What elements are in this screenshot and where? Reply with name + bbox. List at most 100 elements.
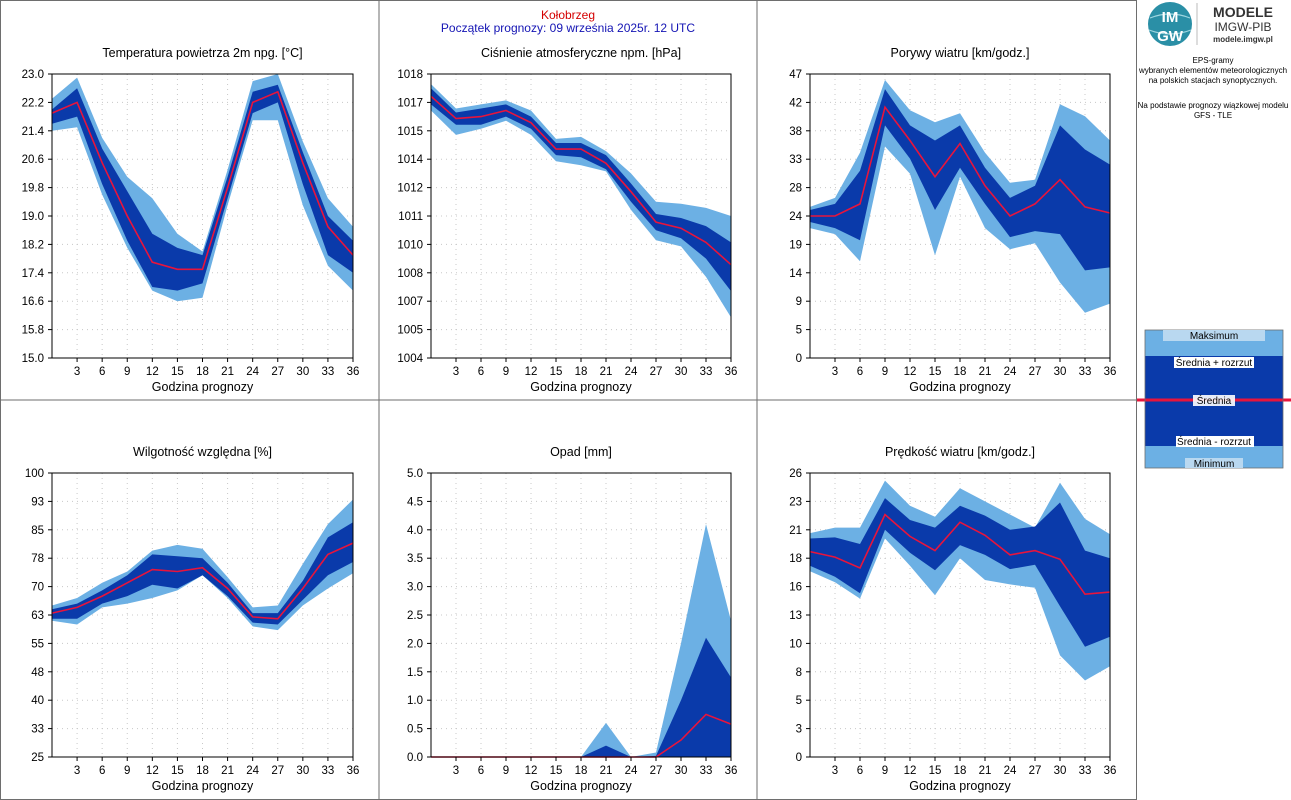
x-tick-label: 12 xyxy=(904,366,917,378)
x-tick-label: 9 xyxy=(882,765,888,777)
y-tick-label: 3.0 xyxy=(407,582,423,594)
chart-title: Ciśnienie atmosferyczne npm. [hPa] xyxy=(481,46,681,60)
x-tick-label: 6 xyxy=(857,765,863,777)
y-tick-label: 4.5 xyxy=(407,496,423,508)
x-tick-label: 33 xyxy=(322,765,335,777)
y-tick-label: 24 xyxy=(789,211,802,223)
y-tick-label: 93 xyxy=(31,496,44,508)
y-tick-label: 42 xyxy=(789,97,802,109)
x-tick-label: 15 xyxy=(929,765,942,777)
y-tick-label: 18.2 xyxy=(22,239,44,251)
y-tick-label: 0.5 xyxy=(407,724,423,736)
charts: Temperatura powietrza 2m npg. [°C]15.015… xyxy=(22,46,1117,793)
legend-mean-label: Średnia xyxy=(1197,394,1232,407)
x-tick-label: 18 xyxy=(954,765,967,777)
y-tick-label: 5 xyxy=(796,325,802,337)
series-mean-line xyxy=(430,95,732,266)
x-tick-label: 24 xyxy=(625,366,638,378)
logo-globe-icon xyxy=(1148,2,1192,46)
x-axis: 3 6 9 12 15 18 21 24 27 30 33 36 xyxy=(74,757,360,777)
x-tick-label: 27 xyxy=(1029,366,1042,378)
y-tick-label: 1007 xyxy=(397,296,423,308)
x-axis-label: Godzina prognozy xyxy=(152,779,254,793)
legend-max-label: Maksimum xyxy=(1190,331,1238,342)
panel-frame xyxy=(0,0,1137,800)
legend: Maksimum Średnia + rozrzut Średnia Średn… xyxy=(1137,329,1291,470)
x-axis-label: Godzina prognozy xyxy=(530,779,632,793)
y-tick-label: 1.5 xyxy=(407,667,423,679)
logo-title: MODELE xyxy=(1213,4,1273,20)
y-tick-label: 15.8 xyxy=(22,325,44,337)
x-tick-label: 27 xyxy=(650,765,663,777)
y-tick-label: 48 xyxy=(31,667,44,679)
station-name: Kołobrzeg xyxy=(541,8,595,22)
x-tick-label: 9 xyxy=(124,366,130,378)
y-axis: 0 3 5 8 10 13 16 18 21 23 26 xyxy=(789,468,810,764)
series-spread-band xyxy=(810,498,1110,647)
x-tick-label: 6 xyxy=(478,366,484,378)
x-tick-label: 12 xyxy=(525,765,538,777)
x-tick-label: 18 xyxy=(196,366,209,378)
x-tick-label: 6 xyxy=(857,366,863,378)
y-tick-label: 5.0 xyxy=(407,468,423,480)
series-spread-band xyxy=(810,89,1110,271)
x-tick-label: 3 xyxy=(832,366,838,378)
series-range-band xyxy=(52,74,353,302)
y-tick-label: 100 xyxy=(25,468,44,480)
y-tick-label: 19.8 xyxy=(22,183,44,195)
y-tick-label: 28 xyxy=(789,183,802,195)
x-tick-label: 12 xyxy=(525,366,538,378)
chart-grid xyxy=(52,473,353,757)
x-tick-label: 12 xyxy=(146,366,159,378)
x-tick-label: 15 xyxy=(171,366,184,378)
y-tick-label: 17.4 xyxy=(22,268,45,280)
x-tick-label: 9 xyxy=(882,366,888,378)
x-tick-label: 6 xyxy=(99,765,105,777)
x-axis-label: Godzina prognozy xyxy=(909,779,1011,793)
x-tick-label: 12 xyxy=(146,765,159,777)
chart-temperature: Temperatura powietrza 2m npg. [°C]15.015… xyxy=(22,46,360,394)
y-tick-label: 5 xyxy=(796,695,802,707)
x-tick-label: 30 xyxy=(675,765,688,777)
chart-humidity: Wilgotność względna [%]25334048556370788… xyxy=(25,445,360,793)
y-tick-label: 1008 xyxy=(397,268,423,280)
y-axis: 1004 1005 1007 1008 1010 1011 1012 1014 1015 1017… xyxy=(397,69,431,365)
info-line-1: EPS-gramy xyxy=(1193,56,1234,65)
y-tick-label: 2.5 xyxy=(407,610,423,622)
y-tick-label: 55 xyxy=(31,638,44,650)
info-line-3: na polskich stacjach synoptycznych. xyxy=(1149,76,1278,85)
logo-url: modele.imgw.pl xyxy=(1213,35,1273,44)
y-tick-label: 85 xyxy=(31,525,44,537)
x-tick-label: 36 xyxy=(347,765,360,777)
y-tick-label: 1018 xyxy=(397,69,423,81)
x-tick-label: 33 xyxy=(1079,765,1092,777)
x-tick-label: 12 xyxy=(904,765,917,777)
imgw-logo: IM GW MODELE IMGW-PIB modele.imgw.pl xyxy=(1148,2,1273,46)
y-axis: 15.0 15.8 16.6 17.4 18.2 19.0 19.8 20.6 21.4 22.2… xyxy=(22,69,52,365)
y-tick-label: 18 xyxy=(789,553,802,565)
x-tick-label: 21 xyxy=(979,366,992,378)
x-axis: 3 6 9 12 15 18 21 24 27 30 33 36 xyxy=(832,757,1117,777)
x-tick-label: 24 xyxy=(625,765,638,777)
y-tick-label: 23.0 xyxy=(22,69,44,81)
series-range-band xyxy=(810,80,1110,313)
y-tick-label: 1.0 xyxy=(407,695,423,707)
x-tick-label: 36 xyxy=(725,366,738,378)
y-tick-label: 70 xyxy=(31,582,44,594)
y-tick-label: 33 xyxy=(789,154,802,166)
x-tick-label: 15 xyxy=(929,366,942,378)
y-tick-label: 9 xyxy=(796,296,802,308)
y-tick-label: 23 xyxy=(789,496,802,508)
y-tick-label: 20.6 xyxy=(22,154,44,166)
x-tick-label: 21 xyxy=(600,765,613,777)
y-tick-label: 19.0 xyxy=(22,211,44,223)
x-tick-label: 27 xyxy=(650,366,663,378)
series-mean-line xyxy=(809,513,1111,596)
y-tick-label: 3.5 xyxy=(407,553,423,565)
info-line-2: wybranych elementów meteorologicznych xyxy=(1138,66,1287,75)
x-tick-label: 36 xyxy=(1104,765,1117,777)
chart-pressure: Ciśnienie atmosferyczne npm. [hPa]100410… xyxy=(397,46,737,394)
x-tick-label: 18 xyxy=(196,765,209,777)
y-tick-label: 33 xyxy=(31,724,44,736)
x-tick-label: 33 xyxy=(1079,366,1092,378)
